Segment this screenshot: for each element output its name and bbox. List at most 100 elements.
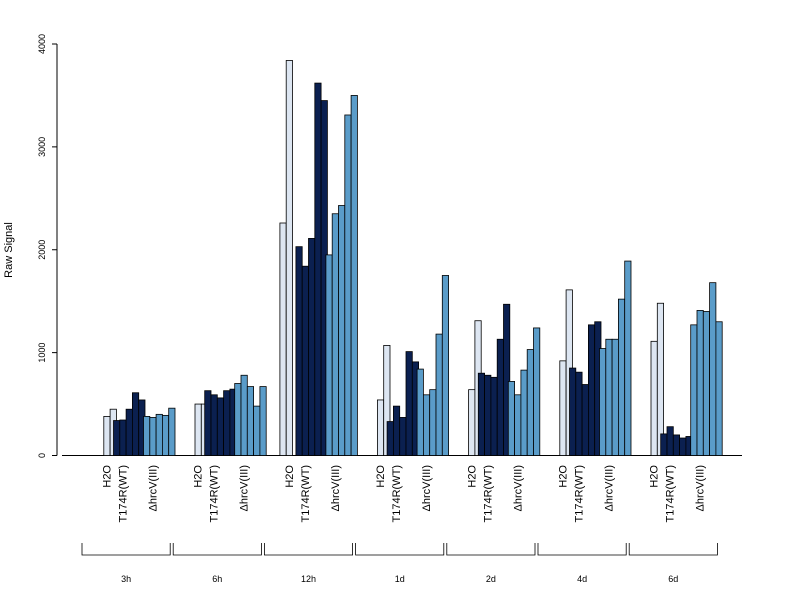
- category-label: T174R(WT): [665, 465, 677, 522]
- bar: [143, 416, 151, 456]
- bar: [650, 340, 658, 456]
- category-label: H2O: [466, 465, 478, 488]
- bar: [696, 310, 704, 456]
- category-label: ΔhrcV(III): [239, 465, 251, 511]
- bar: [666, 426, 674, 456]
- bar: [285, 60, 293, 456]
- bar: [605, 338, 613, 456]
- bar: [569, 367, 577, 456]
- bar: [709, 282, 717, 456]
- category-label: T174R(WT): [300, 465, 312, 522]
- category-label: T174R(WT): [391, 465, 403, 522]
- category-label: T174R(WT): [118, 465, 130, 522]
- bar: [119, 419, 127, 456]
- y-tick-label: 1000: [37, 343, 47, 363]
- bar: [216, 397, 225, 456]
- bar: [441, 275, 449, 456]
- bar: [103, 416, 111, 456]
- bar: [149, 417, 157, 456]
- category-label: ΔhrcV(III): [148, 465, 160, 511]
- bar: [490, 376, 498, 456]
- bar: [588, 324, 596, 456]
- bar: [496, 338, 504, 456]
- group-bracket: [355, 543, 445, 556]
- y-axis-title: Raw Signal: [3, 222, 15, 278]
- bar: [240, 374, 248, 456]
- bar: [435, 333, 443, 456]
- bar: [679, 437, 687, 456]
- bar: [599, 348, 607, 456]
- time-group-label: 4d: [577, 574, 587, 584]
- category-label: ΔhrcV(III): [604, 465, 616, 511]
- bar: [702, 311, 710, 456]
- group-bracket: [264, 543, 353, 556]
- bar: [507, 381, 515, 456]
- bar: [416, 368, 424, 456]
- time-group-label: 12h: [301, 574, 316, 584]
- category-labels: H2O T174R(WT) ΔhrcV(III) H2O T174R(WT) ΔhrcV(…: [102, 465, 707, 523]
- category-label: ΔhrcV(III): [421, 465, 433, 511]
- category-label: T174R(WT): [574, 465, 586, 522]
- bar: [279, 222, 287, 456]
- bar: [405, 351, 413, 456]
- bar: [399, 417, 407, 456]
- bar: [672, 434, 680, 456]
- bar: [533, 327, 541, 456]
- y-tick-label: 2000: [37, 240, 47, 260]
- bar: [259, 386, 267, 456]
- bar: [210, 394, 218, 456]
- bar: [575, 371, 583, 456]
- bar: [194, 403, 202, 456]
- bar: [155, 413, 163, 456]
- bar: [131, 392, 140, 456]
- group-bracket: [537, 543, 627, 556]
- bar: [514, 394, 522, 456]
- group-bracket: [172, 543, 262, 556]
- bar: [477, 372, 485, 456]
- bar: [168, 407, 176, 456]
- bar: [253, 405, 261, 456]
- bar: [660, 433, 668, 456]
- y-axis: 0 1000 2000 3000 4000: [37, 34, 58, 458]
- time-group-label: 6d: [668, 574, 678, 584]
- bar: [429, 389, 437, 456]
- bar: [308, 238, 316, 456]
- bar: [656, 302, 664, 456]
- category-label: ΔhrcV(III): [695, 465, 707, 511]
- category-label: H2O: [284, 465, 296, 488]
- category-label: ΔhrcV(III): [512, 465, 524, 511]
- bar: [559, 360, 567, 456]
- bar: [386, 421, 394, 456]
- bar: [331, 213, 339, 456]
- bar: [526, 349, 534, 456]
- group-bracket: [81, 543, 171, 556]
- category-label: H2O: [558, 465, 570, 488]
- time-group-brackets: 3h 6h 12h 1d 2d 4d 6d: [81, 543, 718, 584]
- bar: [204, 390, 212, 456]
- time-group-label: 3h: [121, 574, 131, 584]
- bar: [350, 95, 358, 456]
- bar: [503, 303, 511, 456]
- y-tick-label: 0: [37, 453, 47, 458]
- bar: [295, 246, 303, 456]
- bar: [301, 265, 309, 456]
- bar: [223, 390, 231, 456]
- group-bracket: [628, 543, 718, 556]
- bar: [344, 114, 352, 456]
- category-label: H2O: [102, 465, 114, 488]
- bar: [484, 374, 492, 456]
- bar: [715, 321, 723, 456]
- bar: [392, 405, 401, 456]
- category-label: H2O: [649, 465, 661, 488]
- bar: [618, 298, 626, 456]
- group-bracket: [446, 543, 536, 556]
- category-label: T174R(WT): [209, 465, 221, 522]
- bar: [468, 389, 476, 456]
- category-label: H2O: [375, 465, 387, 488]
- time-group-label: 2d: [486, 574, 496, 584]
- bar: [581, 384, 589, 456]
- bar: [113, 420, 121, 456]
- bar: [520, 369, 528, 456]
- bar: [161, 414, 170, 456]
- bar: [338, 205, 346, 456]
